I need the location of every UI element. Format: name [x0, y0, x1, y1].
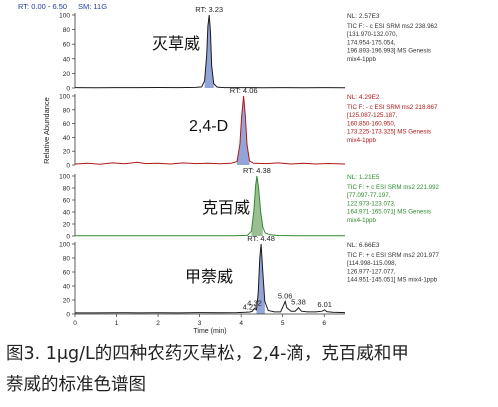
sm-label: SM: 11G [78, 2, 107, 11]
info-line-3-5: mix4-1ppb [347, 217, 376, 224]
x-tick-label-6: 6 [322, 320, 326, 327]
info-line-1-1: TIC F: - c ESI SRM ms2 238.962 [347, 23, 438, 30]
peak-fill-1 [204, 15, 214, 88]
info-line-4-3: 126.977-127.077, [347, 268, 396, 275]
y-tick-label-3-100: 100 [59, 174, 70, 181]
x-tick-label-5: 5 [281, 320, 285, 327]
minor-peak-label-6.01: 6.01 [317, 300, 332, 309]
peak-fill-2 [237, 96, 250, 165]
x-axis-label: Time (min) [193, 328, 226, 335]
y-tick-label-2-80: 80 [63, 107, 71, 114]
trace-4 [75, 243, 346, 314]
info-line-1-4: 196.893-196.993] MS Genesis [347, 48, 431, 55]
x-tick-label-3: 3 [198, 320, 202, 327]
minor-peak-label-5.38: 5.38 [291, 298, 306, 307]
info-line-2-5: mix4-1ppb [347, 137, 376, 144]
y-tick-label-4-80: 80 [63, 256, 71, 263]
compound-name-4: 甲萘威 [185, 268, 233, 286]
y-tick-label-2-60: 60 [63, 121, 71, 128]
nl-label-2: NL: 4.29E2 [347, 94, 380, 101]
info-line-2-1: TIC F: - c ESI SRM ms2 218.867 [347, 104, 438, 111]
info-line-2-2: [125.087-125.187, [347, 112, 398, 119]
info-line-3-4: 164.971-165.071] MS Genesis [347, 209, 431, 216]
y-tick-label-4-100: 100 [59, 242, 70, 249]
x-tick-label-2: 2 [156, 320, 160, 327]
y-tick-label-3-60: 60 [63, 198, 71, 205]
y-tick-label-1-100: 100 [59, 13, 70, 20]
compound-name-3: 克百威 [202, 199, 250, 217]
y-tick-label-4-20: 20 [63, 298, 71, 305]
trace-3 [75, 175, 345, 237]
y-tick-label-3-80: 80 [63, 186, 71, 193]
y-tick-label-4-0: 0 [66, 312, 70, 319]
info-line-4-2: [114.998-115.098, [347, 260, 397, 267]
compound-name-1: 灭草威 [152, 35, 200, 53]
y-tick-label-3-20: 20 [63, 222, 71, 229]
compound-name-2: 2,4-D [189, 118, 228, 135]
y-tick-label-2-0: 0 [66, 163, 70, 170]
peak-label-2: RT: 4.06 [230, 86, 258, 95]
y-tick-label-4-60: 60 [63, 270, 71, 277]
info-line-1-5: mix4-1ppb [347, 56, 376, 63]
peak-fill-4 [256, 244, 265, 314]
y-axis-label: Relative Abundance [42, 97, 51, 164]
info-line-3-2: [77.097-77.197, [347, 192, 391, 199]
y-tick-label-2-40: 40 [63, 135, 71, 142]
info-line-4-4: 144.951-145.051] MS mix4-1ppb [347, 277, 438, 284]
info-line-2-3: 160.850-160.950, [347, 120, 396, 127]
peak-fill-3 [251, 176, 263, 236]
x-tick-label-1: 1 [115, 320, 119, 327]
trace-1 [74, 14, 346, 89]
figure-caption: 图3. 1μg/L的四种农药灭草松，2,4-滴，克百威和甲 萘威的标准色谱图 [6, 339, 494, 401]
y-tick-label-2-100: 100 [59, 94, 70, 101]
minor-peak-label-4.32: 4.32 [247, 298, 262, 307]
y-tick-label-1-80: 80 [63, 27, 71, 34]
y-tick-label-1-0: 0 [66, 86, 70, 93]
y-tick-label-1-20: 20 [63, 71, 71, 78]
minor-peak-label-5.06: 5.06 [278, 291, 293, 300]
trace-2 [74, 95, 346, 165]
caption-line-2: 萘威的标准色谱图 [6, 375, 146, 395]
peak-label-1: RT: 3.23 [195, 5, 223, 14]
x-tick-label-4: 4 [239, 320, 243, 327]
peak-label-3: RT: 4.38 [243, 166, 271, 175]
minor-peak-label-4.21: 4.21 [243, 303, 258, 312]
caption-line-1: 图3. 1μg/L的四种农药灭草松，2,4-滴，克百威和甲 [6, 344, 409, 364]
y-tick-label-2-20: 20 [63, 149, 71, 156]
peak-label-4: RT: 4.48 [247, 234, 275, 243]
x-tick-label-0: 0 [73, 320, 77, 327]
info-line-3-3: 122.973-123.073, [347, 200, 396, 207]
y-tick-label-4-40: 40 [63, 284, 71, 291]
nl-label-3: NL: 1.21E5 [347, 174, 380, 181]
y-tick-label-1-40: 40 [63, 56, 71, 63]
y-tick-label-1-60: 60 [63, 42, 71, 49]
rt-range-label: RT: 0.00 - 6.50 [18, 2, 67, 11]
y-tick-label-3-0: 0 [66, 234, 70, 241]
info-line-1-3: 174.954-175.054, [347, 39, 396, 46]
info-line-1-2: [131.970-132.070, [347, 31, 398, 38]
info-line-4-1: TIC F: + c ESI SRM ms2 201.977 [347, 252, 440, 259]
info-line-2-4: 173.225-173.325] MS Genesis [347, 129, 431, 136]
y-tick-label-3-40: 40 [63, 210, 71, 217]
nl-label-4: NL: 6.66E3 [347, 242, 380, 249]
info-line-3-1: TIC F: + c ESI SRM ms2 221.992 [347, 184, 440, 191]
nl-label-1: NL: 2.57E3 [347, 13, 380, 20]
